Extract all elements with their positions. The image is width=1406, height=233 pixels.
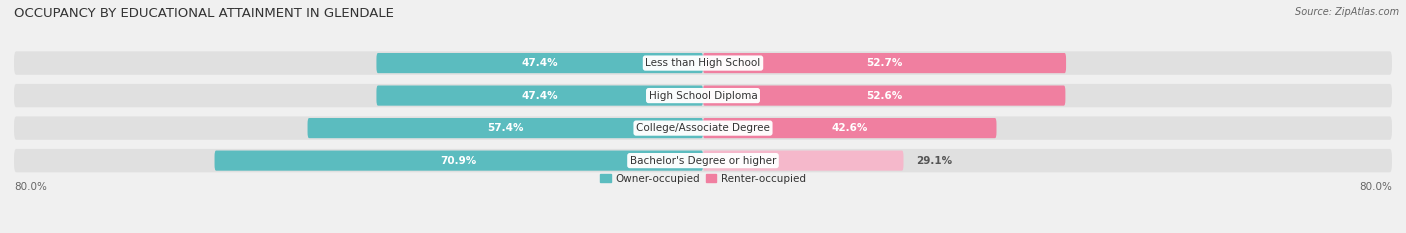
- Text: Bachelor's Degree or higher: Bachelor's Degree or higher: [630, 156, 776, 166]
- Text: Source: ZipAtlas.com: Source: ZipAtlas.com: [1295, 7, 1399, 17]
- FancyBboxPatch shape: [703, 86, 1066, 106]
- FancyBboxPatch shape: [308, 118, 703, 138]
- FancyBboxPatch shape: [14, 116, 1392, 140]
- Text: OCCUPANCY BY EDUCATIONAL ATTAINMENT IN GLENDALE: OCCUPANCY BY EDUCATIONAL ATTAINMENT IN G…: [14, 7, 394, 20]
- FancyBboxPatch shape: [377, 53, 703, 73]
- FancyBboxPatch shape: [14, 51, 1392, 75]
- Text: 47.4%: 47.4%: [522, 58, 558, 68]
- FancyBboxPatch shape: [703, 151, 904, 171]
- Text: 80.0%: 80.0%: [1360, 182, 1392, 192]
- Text: 57.4%: 57.4%: [486, 123, 523, 133]
- FancyBboxPatch shape: [14, 84, 1392, 107]
- Text: High School Diploma: High School Diploma: [648, 91, 758, 101]
- Text: College/Associate Degree: College/Associate Degree: [636, 123, 770, 133]
- FancyBboxPatch shape: [703, 118, 997, 138]
- FancyBboxPatch shape: [14, 149, 1392, 172]
- Text: 80.0%: 80.0%: [14, 182, 46, 192]
- Legend: Owner-occupied, Renter-occupied: Owner-occupied, Renter-occupied: [596, 169, 810, 188]
- FancyBboxPatch shape: [215, 151, 703, 171]
- Text: Less than High School: Less than High School: [645, 58, 761, 68]
- FancyBboxPatch shape: [703, 53, 1066, 73]
- Text: 70.9%: 70.9%: [440, 156, 477, 166]
- Text: 52.7%: 52.7%: [866, 58, 903, 68]
- FancyBboxPatch shape: [377, 86, 703, 106]
- Text: 29.1%: 29.1%: [917, 156, 952, 166]
- Text: 52.6%: 52.6%: [866, 91, 903, 101]
- Text: 47.4%: 47.4%: [522, 91, 558, 101]
- Text: 42.6%: 42.6%: [831, 123, 868, 133]
